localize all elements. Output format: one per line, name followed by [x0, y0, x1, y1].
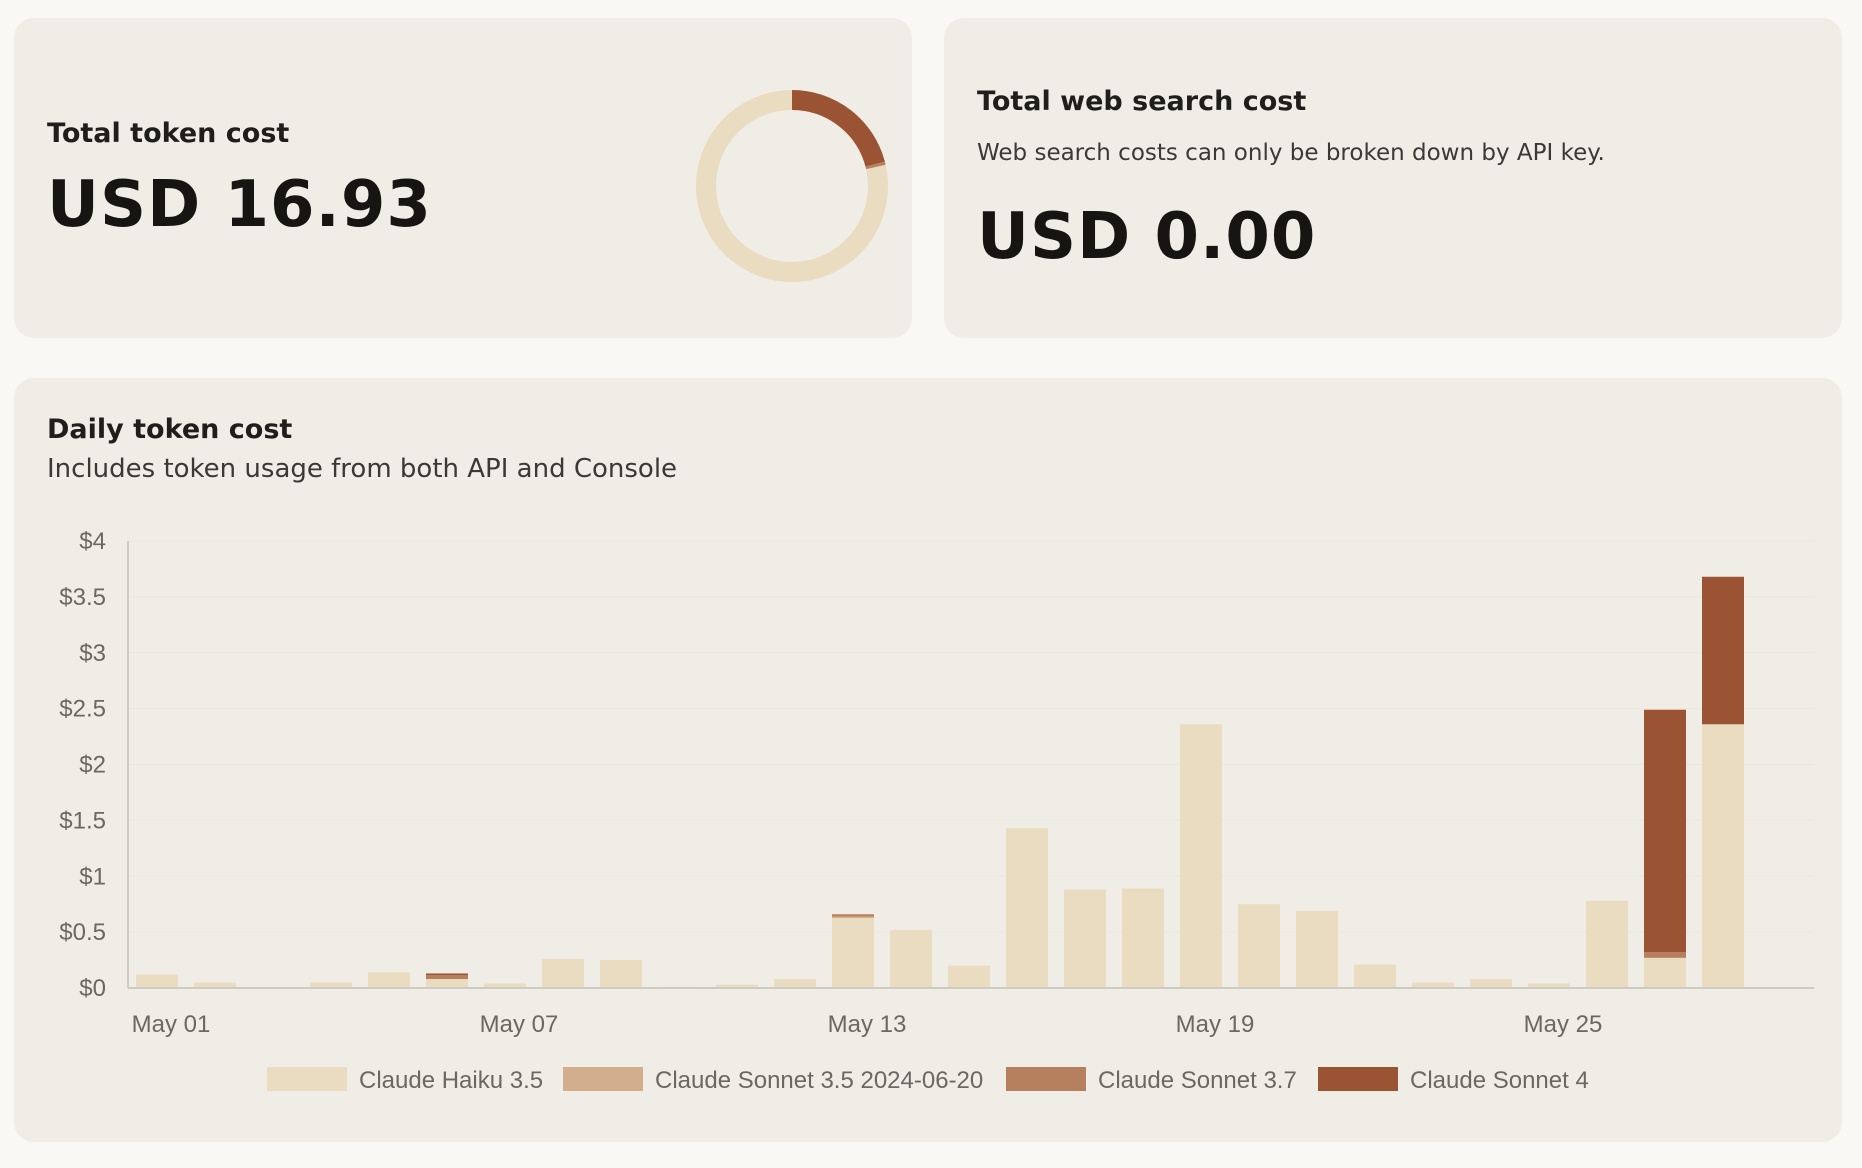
bar-segment[interactable] — [832, 917, 874, 988]
bar-segment[interactable] — [1470, 979, 1512, 988]
y-tick-label: $0 — [79, 975, 106, 1002]
y-tick-label: $2 — [79, 752, 106, 779]
bar-segment[interactable] — [1238, 904, 1280, 988]
y-tick-label: $2.5 — [59, 696, 106, 723]
bar-segment[interactable] — [1296, 910, 1338, 988]
donut-slice-claude-haiku-3-5[interactable] — [696, 90, 888, 282]
bar-segment[interactable] — [310, 982, 352, 988]
bar-segment[interactable] — [1122, 888, 1164, 988]
x-tick-label: May 01 — [132, 1011, 211, 1038]
legend-swatch[interactable] — [267, 1067, 347, 1091]
x-tick-label: May 19 — [1176, 1011, 1255, 1038]
legend-swatch[interactable] — [563, 1067, 643, 1091]
bar-segment[interactable] — [1586, 900, 1628, 988]
daily-token-cost-chart: $0 $0.5 $1 $1.5 $2 $2.5 $3 $3.5 $4 May 01 May 07 Ma… — [59, 528, 1814, 1094]
bar-segment[interactable] — [426, 973, 468, 975]
bar-segment[interactable] — [136, 974, 178, 988]
bar-segment[interactable] — [1644, 709, 1686, 953]
web-search-subtitle: Web search costs can only be broken down… — [977, 140, 1605, 166]
chart-legend[interactable]: Claude Haiku 3.5 Claude Sonnet 3.5 2024-0… — [267, 1067, 1589, 1094]
bar-segment[interactable] — [890, 929, 932, 988]
bar-segment[interactable] — [484, 983, 526, 988]
bar-segment[interactable] — [1180, 724, 1222, 988]
y-tick-label: $0.5 — [59, 919, 106, 946]
bar-segment[interactable] — [600, 960, 642, 988]
chart-bars — [136, 576, 1744, 989]
legend-swatch[interactable] — [1006, 1067, 1086, 1091]
chart-axes: $0 $0.5 $1 $1.5 $2 $2.5 $3 $3.5 $4 May 01 May 07 Ma… — [59, 528, 1814, 1038]
y-tick-label: $1 — [79, 863, 106, 890]
bar-segment[interactable] — [1702, 724, 1744, 988]
donut-slice-claude-sonnet-4[interactable] — [791, 90, 885, 167]
bar-segment[interactable] — [1412, 982, 1454, 988]
bar-segment[interactable] — [426, 979, 468, 988]
token-cost-value: USD 16.93 — [47, 168, 432, 242]
bar-segment[interactable] — [774, 979, 816, 988]
bar-segment[interactable] — [1354, 964, 1396, 988]
bar-segment[interactable] — [1006, 828, 1048, 988]
legend-label[interactable]: Claude Sonnet 3.7 — [1098, 1067, 1297, 1094]
legend-swatch[interactable] — [1318, 1067, 1398, 1091]
bar-segment[interactable] — [542, 958, 584, 988]
legend-label[interactable]: Claude Haiku 3.5 — [359, 1067, 543, 1094]
token-cost-title: Total token cost — [47, 118, 290, 149]
x-tick-label: May 25 — [1524, 1011, 1603, 1038]
legend-label[interactable]: Claude Sonnet 3.5 2024-06-20 — [655, 1067, 983, 1094]
web-search-value: USD 0.00 — [977, 200, 1317, 274]
legend-label[interactable]: Claude Sonnet 4 — [1410, 1067, 1589, 1094]
x-tick-label: May 13 — [828, 1011, 907, 1038]
bar-segment[interactable] — [716, 984, 758, 988]
bar-segment[interactable] — [948, 965, 990, 988]
y-tick-label: $3.5 — [59, 584, 106, 611]
bar-segment[interactable] — [1064, 889, 1106, 988]
x-tick-label: May 07 — [480, 1011, 559, 1038]
y-tick-label: $1.5 — [59, 807, 106, 834]
y-tick-label: $4 — [79, 528, 106, 555]
bar-segment[interactable] — [368, 972, 410, 988]
daily-cost-subtitle: Includes token usage from both API and C… — [47, 454, 678, 484]
bar-segment[interactable] — [194, 982, 236, 988]
web-search-cost-card: Total web search cost Web search costs c… — [944, 18, 1842, 338]
web-search-title: Total web search cost — [977, 86, 1307, 117]
bar-segment[interactable] — [426, 974, 468, 980]
bar-segment[interactable] — [1644, 952, 1686, 958]
donut-slice-claude-sonnet-3-7[interactable] — [865, 161, 886, 170]
bar-segment[interactable] — [1528, 983, 1570, 988]
bar-segment[interactable] — [1644, 957, 1686, 988]
bar-segment[interactable] — [832, 916, 874, 918]
daily-token-cost-card: $0 $0.5 $1 $1.5 $2 $2.5 $3 $3.5 $4 May 01 May 07 Ma… — [14, 378, 1842, 1142]
daily-cost-title: Daily token cost — [47, 414, 293, 445]
token-cost-card: Total token cost USD 16.93 — [14, 18, 912, 338]
token-cost-donut-chart — [696, 90, 888, 282]
bar-segment[interactable] — [1702, 576, 1744, 725]
y-tick-label: $3 — [79, 640, 106, 667]
chart-grid — [128, 540, 1814, 933]
bar-segment[interactable] — [832, 914, 874, 917]
